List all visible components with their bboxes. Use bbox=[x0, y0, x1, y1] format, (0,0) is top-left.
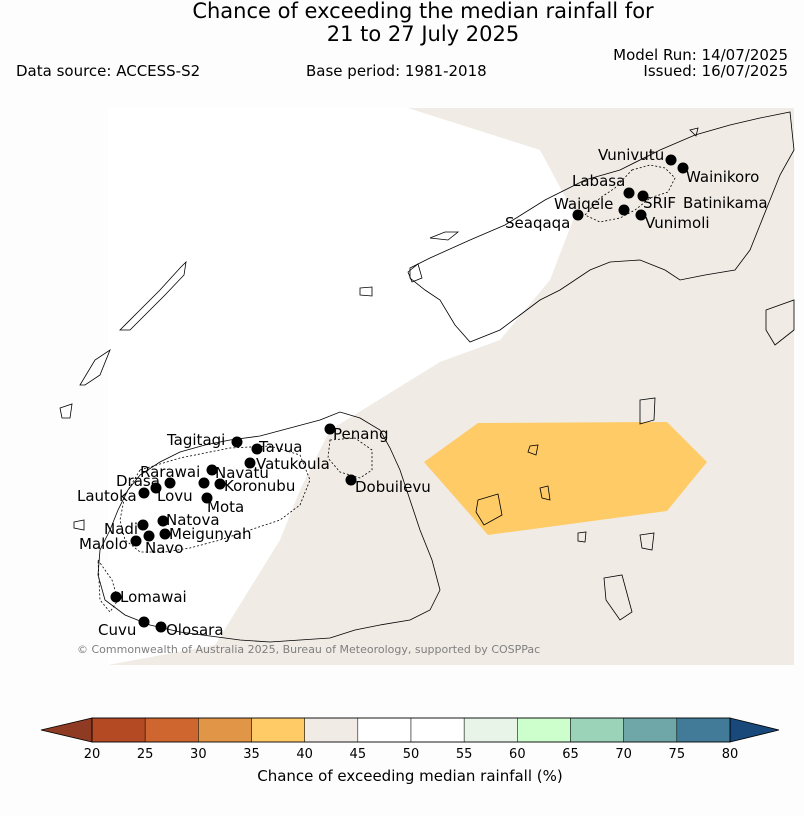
colorbar-cell bbox=[517, 717, 571, 743]
label-meigunyah: Meigunyah bbox=[169, 525, 251, 543]
marker-cuvu bbox=[138, 616, 150, 628]
colorbar-tick-label: 55 bbox=[456, 747, 473, 762]
label-drasa: Drasa bbox=[116, 472, 160, 490]
marker-labasa bbox=[623, 187, 635, 199]
label-tavua: Tavua bbox=[258, 438, 302, 456]
colorbar-tick-label: 35 bbox=[243, 747, 260, 762]
colorbar-outline bbox=[91, 717, 731, 743]
label-olosara: Olosara bbox=[166, 621, 224, 639]
label-rarawai: Rarawai bbox=[140, 463, 200, 481]
shaded-region-45-55 bbox=[108, 108, 794, 665]
label-navatu: Navatu bbox=[215, 464, 269, 482]
label-vatukoula: Vatukoula bbox=[256, 455, 330, 473]
marker-lautoka bbox=[138, 487, 150, 499]
marker-lomawai bbox=[110, 591, 122, 603]
coastlines bbox=[59, 111, 795, 643]
shaded-region-35-40 bbox=[424, 422, 707, 535]
colorbar-tick-label: 70 bbox=[615, 747, 632, 762]
label-labasa: Labasa bbox=[572, 172, 625, 190]
label-batinikama: Batinikama bbox=[683, 194, 768, 212]
marker-tagitagi bbox=[231, 436, 243, 448]
label-lovu: Lovu bbox=[157, 487, 193, 505]
label-dobuilevu: Dobuilevu bbox=[355, 478, 431, 496]
station-labels: Vunivutu Wainikoro Labasa Waiqele SRIF B… bbox=[77, 146, 768, 639]
label-cuvu: Cuvu bbox=[98, 621, 136, 639]
marker-vunimoli bbox=[635, 209, 647, 221]
colorbar-tick-label: 75 bbox=[669, 747, 686, 762]
colorbar-tick-label: 20 bbox=[84, 747, 101, 762]
marker-vatukoula bbox=[244, 457, 256, 469]
marker-nadi bbox=[137, 519, 149, 531]
label-navo: Navo bbox=[145, 539, 183, 557]
marker-drasa bbox=[164, 477, 176, 489]
marker-malolo bbox=[130, 535, 142, 547]
label-lomawai: Lomawai bbox=[120, 588, 187, 606]
label-penang: Penang bbox=[333, 425, 388, 443]
label-waiqele: Waiqele bbox=[554, 195, 613, 213]
marker-seaqaqa bbox=[572, 209, 584, 221]
marker-srif bbox=[637, 190, 649, 202]
label-seaqaqa: Seaqaqa bbox=[505, 214, 570, 232]
label-tagitagi: Tagitagi bbox=[166, 431, 225, 449]
map-title: Chance of exceeding the median rainfall … bbox=[0, 0, 804, 46]
colorbar-tick-label: 50 bbox=[403, 747, 420, 762]
colorbar-cell bbox=[410, 717, 465, 743]
colorbar-title: Chance of exceeding median rainfall (%) bbox=[257, 767, 562, 785]
marker-drasa-2 bbox=[150, 482, 162, 494]
colorbar-tick-label: 80 bbox=[722, 747, 739, 762]
colorbar-cell bbox=[144, 717, 199, 743]
colorbar-high-extend bbox=[729, 717, 780, 743]
marker-penang bbox=[324, 423, 336, 435]
label-vunimoli: Vunimoli bbox=[645, 214, 710, 232]
data-source-label: Data source: ACCESS-S2 bbox=[16, 62, 201, 80]
colorbar: 20 25 30 35 40 45 50 55 60 65 70 75 80 Chance of exc… bbox=[40, 717, 780, 785]
marker-koronubu bbox=[214, 478, 226, 490]
marker-waiqele bbox=[618, 204, 630, 216]
label-vunivutu: Vunivutu bbox=[598, 146, 664, 164]
marker-navo bbox=[143, 530, 155, 542]
colorbar-tick-label: 30 bbox=[190, 747, 207, 762]
marker-meigunyah bbox=[159, 528, 171, 540]
colorbar-cell bbox=[357, 717, 412, 743]
label-koronubu: Koronubu bbox=[224, 477, 295, 495]
label-lautoka: Lautoka bbox=[77, 487, 137, 505]
colorbar-cell bbox=[91, 717, 146, 743]
title-line-2: 21 to 27 July 2025 bbox=[326, 22, 520, 46]
colorbar-cell bbox=[304, 717, 359, 743]
colorbar-tick-label: 60 bbox=[509, 747, 526, 762]
colorbar-cell bbox=[570, 717, 624, 743]
marker-mota bbox=[201, 492, 213, 504]
label-natova: Natova bbox=[166, 511, 220, 529]
marker-navatu bbox=[198, 477, 210, 489]
station-markers bbox=[110, 154, 689, 633]
colorbar-cell bbox=[676, 717, 731, 743]
marker-vunivutu bbox=[665, 154, 677, 166]
colorbar-cell bbox=[251, 717, 305, 743]
label-mota: Mota bbox=[207, 498, 244, 516]
label-wainikoro: Wainikoro bbox=[686, 168, 759, 186]
model-run-label: Model Run: 14/07/2025 bbox=[613, 46, 788, 64]
marker-dobuilevu bbox=[345, 474, 357, 486]
colorbar-tick-label: 40 bbox=[296, 747, 313, 762]
colorbar-cell bbox=[463, 717, 518, 743]
label-malolo: Malolo bbox=[79, 535, 128, 553]
colorbar-cell bbox=[623, 717, 678, 743]
marker-rarawai bbox=[206, 464, 218, 476]
base-period-label: Base period: 1981-2018 bbox=[306, 62, 487, 80]
title-line-1: Chance of exceeding the median rainfall … bbox=[192, 0, 654, 23]
marker-natova bbox=[157, 515, 169, 527]
colorbar-tick-label: 65 bbox=[562, 747, 579, 762]
colorbar-tick-label: 45 bbox=[350, 747, 367, 762]
marker-olosara bbox=[155, 621, 167, 633]
issued-label: Issued: 16/07/2025 bbox=[643, 62, 788, 80]
label-nadi: Nadi bbox=[104, 520, 138, 538]
copyright-notice: © Commonwealth of Australia 2025, Bureau… bbox=[77, 643, 540, 656]
label-srif: SRIF bbox=[643, 194, 676, 212]
marker-tavua bbox=[251, 443, 263, 455]
marker-wainikoro bbox=[677, 162, 689, 174]
colorbar-tick-label: 25 bbox=[137, 747, 154, 762]
colorbar-low-extend bbox=[40, 717, 93, 743]
colorbar-cell bbox=[198, 717, 252, 743]
